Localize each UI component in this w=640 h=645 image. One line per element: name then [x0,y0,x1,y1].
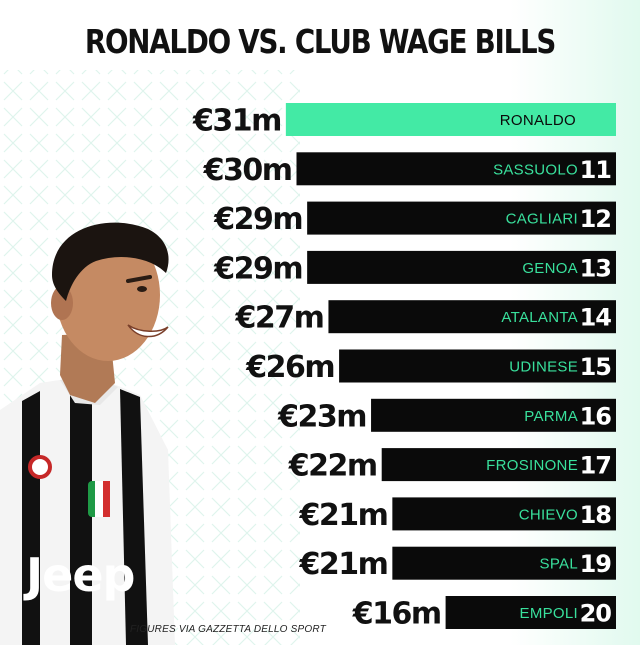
category-label: SPAL [540,556,578,573]
value-label: €29m [213,202,302,237]
rank-label: 13 [580,254,611,282]
bar-chievo [392,497,616,531]
bar-spal [392,546,616,580]
value-label: €21m [298,498,387,533]
rank-label: 12 [580,205,611,233]
category-label: RONALDO [500,112,576,129]
bar-atalanta [328,300,616,334]
value-label: €26m [245,350,334,385]
jersey-sponsor-text: Jeep [23,548,134,602]
category-label: SASSUOLO [493,161,578,178]
category-label: GENOA [522,260,578,277]
rank-label: 16 [580,402,612,430]
value-label: €31m [192,104,281,139]
category-label: EMPOLI [520,605,578,622]
rank-label: 11 [580,156,612,184]
rank-label: 14 [580,304,612,332]
bar-empoli [445,596,616,629]
value-label: €27m [235,301,324,336]
value-label: €30m [203,153,292,188]
category-label: CAGLIARI [506,211,578,228]
value-label: €29m [213,251,302,286]
rank-label: 15 [580,353,612,381]
source-footnote: FIGURES VIA GAZZETTA DELLO SPORT [130,624,326,635]
bar-ronaldo [285,103,616,136]
bar-udinese [339,349,616,383]
rank-label: 20 [580,600,612,628]
player-illustration: Jeep [0,222,175,645]
bar-cagliari [307,201,616,235]
chart-title: RONALDO VS. CLUB WAGE BILLS [84,22,556,61]
bar-genoa [307,250,616,284]
category-label: ATALANTA [501,309,578,326]
rank-label: 18 [580,501,612,529]
category-label: PARMA [524,408,578,425]
bar-sassuolo [296,152,616,186]
category-label: UDINESE [509,359,578,376]
rank-label: 17 [580,452,611,480]
value-label: €16m [352,597,441,632]
bar-frosinone [381,448,616,482]
rank-label: 19 [580,550,612,578]
bar-parma [371,398,616,432]
value-label: €21m [298,547,387,582]
category-label: FROSINONE [486,457,578,474]
category-label: CHIEVO [519,506,578,523]
value-label: €22m [288,449,377,484]
value-label: €23m [277,399,366,434]
